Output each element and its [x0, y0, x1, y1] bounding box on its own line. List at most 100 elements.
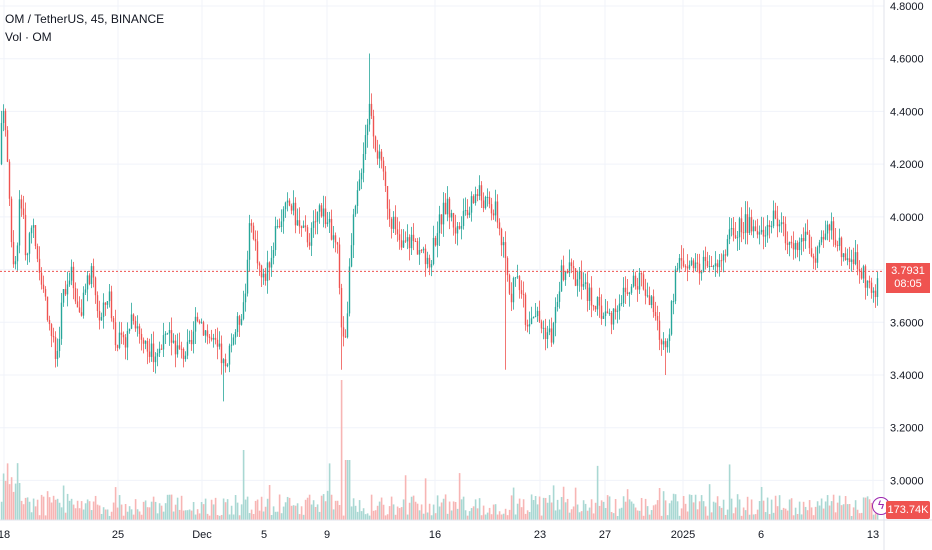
price-axis[interactable]: 4.80004.60004.40004.20004.00003.80003.60… — [890, 1, 924, 487]
volume-bar — [150, 501, 153, 520]
candle-body — [534, 316, 537, 318]
candle-body — [264, 273, 267, 281]
candle-body — [690, 260, 693, 265]
candle-body — [252, 225, 255, 240]
volume-bar — [762, 500, 765, 520]
volume-bar — [768, 514, 771, 520]
volume-bar — [282, 506, 285, 520]
volume-bar — [362, 508, 365, 520]
volume-bar — [864, 497, 867, 520]
volume-bar — [306, 497, 309, 520]
volume-bar — [256, 499, 259, 520]
volume-bar — [200, 501, 203, 520]
candle-body — [318, 205, 321, 212]
candle-body — [124, 337, 127, 348]
candle-body — [522, 293, 525, 295]
volume-bar — [500, 514, 503, 520]
candle-body — [352, 214, 355, 246]
candle-body — [618, 303, 621, 311]
candle-body — [180, 348, 183, 350]
candle-body — [116, 345, 119, 348]
candle-body — [570, 262, 573, 267]
candle-body — [72, 266, 75, 289]
price-tick-label: 3.6000 — [890, 317, 924, 329]
candle-body — [140, 333, 143, 340]
candle-body — [538, 310, 541, 322]
candlesticks — [0, 53, 879, 402]
volume-bar — [608, 496, 611, 520]
candle-body — [574, 268, 577, 286]
volume-legend[interactable]: Vol · OM — [5, 30, 52, 44]
candle-body — [220, 343, 223, 364]
candle-body — [242, 302, 245, 319]
volume-bar — [614, 499, 617, 520]
candle-body — [128, 328, 131, 332]
candle-body — [528, 324, 531, 327]
volume-bar — [378, 501, 381, 520]
volume-bar — [526, 510, 529, 520]
candle-body — [204, 330, 207, 336]
volume-bar — [294, 505, 297, 520]
volume-bar — [154, 501, 157, 520]
volume-bar — [430, 515, 433, 520]
candle-body — [780, 222, 783, 225]
candle-body — [762, 229, 765, 237]
candle-body — [540, 321, 543, 329]
volume-bar — [732, 513, 735, 520]
volume-bar — [80, 501, 83, 520]
volume-bar — [698, 501, 701, 520]
time-axis[interactable]: 18 25 Dec 5 9 16 23 27 2025 6 13 — [0, 529, 879, 541]
volume-bar — [594, 502, 597, 520]
candle-body — [96, 295, 99, 312]
candle-body — [370, 103, 373, 116]
volume-bar — [242, 450, 245, 520]
candle-body — [596, 296, 599, 310]
volume-bar — [398, 508, 401, 520]
volume-bar — [754, 514, 757, 520]
candle-body — [742, 232, 745, 234]
volume-bar — [290, 505, 293, 520]
candle-body — [30, 227, 33, 234]
volume-bar — [152, 496, 155, 520]
volume-bar — [318, 511, 321, 520]
volume-bar — [832, 494, 835, 520]
candle-body — [684, 266, 687, 268]
candle-body — [374, 136, 377, 151]
candle-body — [52, 335, 55, 338]
volume-bar — [78, 508, 81, 520]
volume-bar — [434, 513, 437, 520]
candle-body — [632, 275, 635, 287]
candle-body — [816, 247, 819, 263]
candle-body — [404, 240, 407, 242]
volume-bar — [730, 498, 733, 520]
symbol-title[interactable]: OM / TetherUS, 45, BINANCE — [5, 12, 165, 26]
volume-bar — [504, 508, 507, 520]
candle-body — [98, 311, 101, 321]
volume-bar — [412, 495, 415, 520]
volume-bar — [672, 493, 675, 520]
volume-bar — [688, 494, 691, 520]
candle-body — [248, 223, 251, 260]
candle-body — [698, 263, 701, 274]
volume-bar — [184, 510, 187, 520]
candle-body — [50, 324, 53, 336]
volume-bar — [554, 510, 557, 520]
candle-body — [290, 205, 293, 211]
volume-bar — [122, 515, 125, 520]
candle-body — [20, 199, 23, 209]
volume-bar — [332, 509, 335, 520]
candle-body — [838, 237, 841, 246]
volume-bar — [804, 506, 807, 520]
volume-bar — [506, 515, 509, 520]
candle-body — [186, 341, 189, 356]
candle-body — [378, 151, 381, 159]
volume-bar — [160, 505, 163, 520]
candle-body — [754, 226, 757, 232]
volume-bar — [498, 511, 501, 520]
candle-body — [106, 301, 109, 305]
volume-bar — [196, 509, 199, 520]
candle-body — [486, 196, 489, 198]
candle-body — [548, 328, 551, 333]
candle-body — [564, 270, 567, 280]
